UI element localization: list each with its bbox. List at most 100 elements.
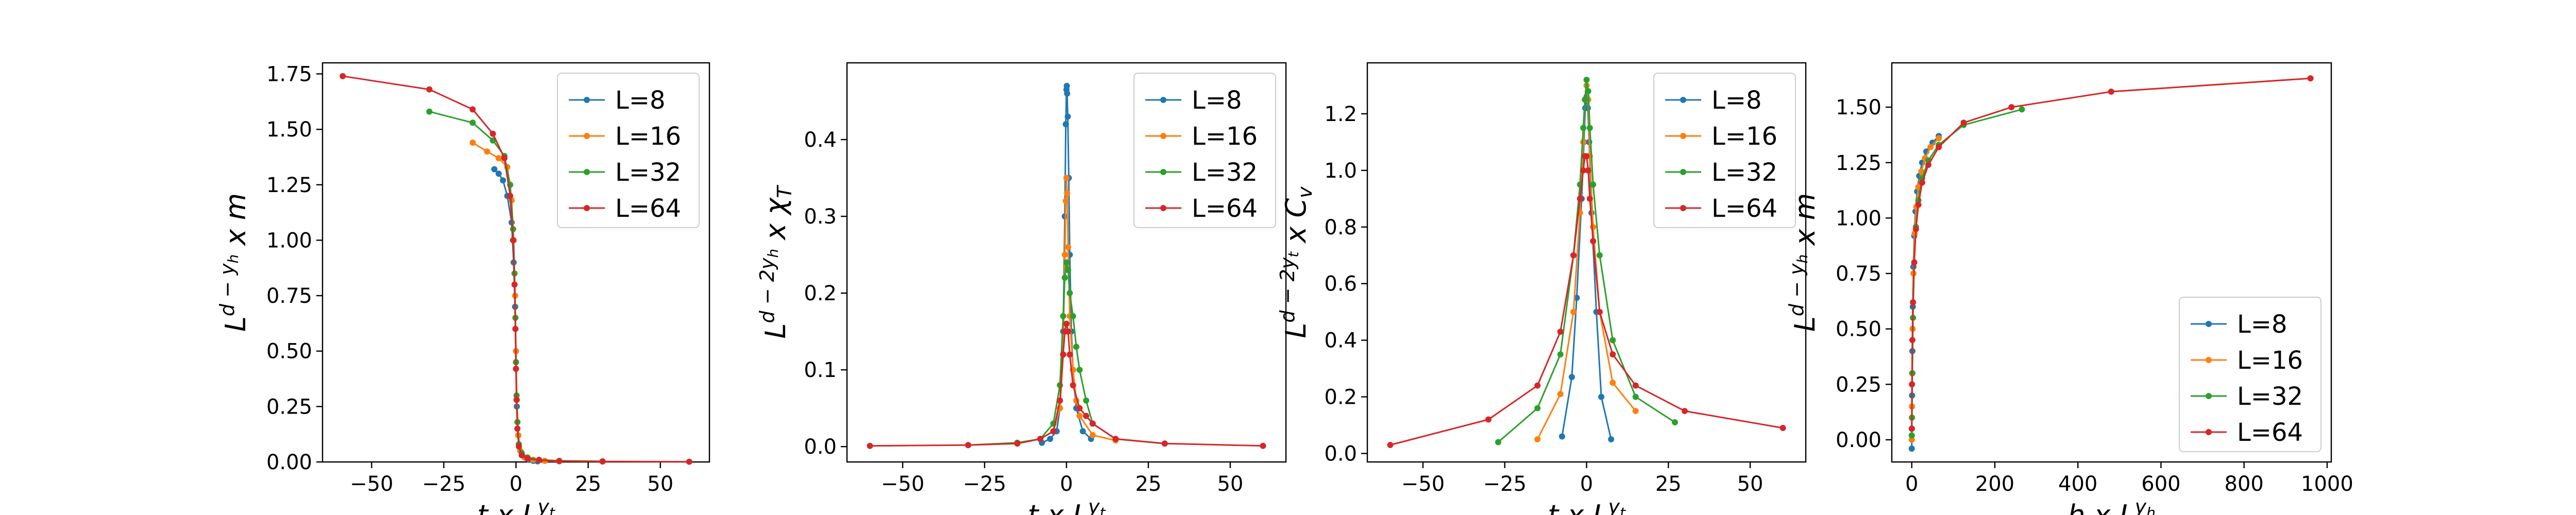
data-point: [1632, 408, 1639, 415]
x-tick-label: 400: [2058, 472, 2097, 496]
data-point: [524, 455, 531, 462]
legend-swatch-marker: [1160, 169, 1166, 175]
data-point: [1065, 267, 1072, 273]
y-tick-label: 0.4: [804, 128, 837, 152]
y-tick-label: 0.8: [1324, 216, 1357, 239]
data-point: [1609, 337, 1616, 344]
data-point: [1534, 405, 1541, 411]
data-point: [556, 458, 563, 465]
legend-swatch-marker: [1680, 169, 1686, 175]
data-point: [484, 148, 490, 155]
y-tick-label: 1.25: [1836, 151, 1882, 175]
y-axis-label-tail: x C: [1280, 198, 1312, 252]
data-point: [501, 155, 508, 162]
x-tick-label: 25: [575, 472, 601, 496]
data-point: [1050, 428, 1057, 435]
data-point: [1073, 344, 1080, 350]
legend-label: L=64: [1192, 194, 1258, 223]
y-tick-label: 1.50: [1836, 96, 1882, 119]
data-point: [1161, 440, 1168, 447]
data-point: [469, 119, 476, 126]
x-axis-label-main: h x L: [2067, 499, 2135, 515]
data-point: [1485, 416, 1492, 423]
data-point: [1387, 442, 1394, 449]
y-tick-label: 0.1: [804, 358, 837, 382]
y-axis-label-main: L: [1280, 323, 1312, 338]
y-axis-label-main: L: [1789, 316, 1821, 332]
data-point: [686, 458, 692, 465]
data-point: [2307, 75, 2314, 82]
y-axis-label: Ld − yh x m: [1785, 193, 1821, 332]
y-tick-label: 0.2: [1324, 386, 1357, 409]
legend-label: L=8: [1192, 86, 1242, 115]
y-axis-label: Ld − 2yh x χT: [756, 185, 796, 339]
data-point: [1911, 259, 1918, 266]
data-point: [1557, 329, 1564, 335]
data-point: [1066, 351, 1073, 358]
y-axis-label-tail: x χ: [759, 197, 792, 249]
axes-frame: [1891, 62, 2332, 463]
data-point: [2008, 104, 2015, 111]
y-axis-label-tail: x m: [219, 193, 252, 254]
y-tick-label: 0.25: [1836, 373, 1882, 397]
series-line-L=64: [870, 323, 1263, 447]
y-tick-label: 1.00: [1836, 207, 1882, 230]
data-point: [513, 397, 520, 403]
legend-swatch-marker: [1160, 97, 1166, 103]
data-point: [489, 130, 496, 137]
data-point: [1060, 351, 1066, 358]
x-axis-label-main: t x L: [1027, 499, 1088, 515]
data-point: [1558, 433, 1565, 440]
data-point: [495, 170, 502, 177]
series-line-L=16: [472, 142, 560, 462]
y-tick-label: 1.00: [266, 229, 312, 252]
x-tick-label: 0: [1905, 472, 1918, 496]
y-axis-label-tail-sub: T: [773, 185, 796, 198]
series-line-L=64: [1911, 77, 2311, 429]
data-point: [2108, 88, 2114, 95]
data-point: [1609, 380, 1616, 386]
y-axis-label-main: L: [759, 323, 792, 338]
legend-box: [2179, 297, 2321, 452]
x-tick-label: 50: [1217, 472, 1243, 496]
x-tick-label: 0: [510, 472, 522, 496]
data-point: [1936, 144, 1942, 150]
x-axis-label-exponent: y: [1608, 495, 1620, 515]
legend-swatch-marker: [584, 169, 590, 175]
x-axis-label-main: t x L: [1548, 499, 1608, 515]
y-axis-label-exponent: d − 2y: [1276, 257, 1299, 322]
data-point: [1960, 119, 1967, 126]
legend-label: L=16: [1711, 122, 1777, 151]
data-point: [518, 452, 525, 459]
y-tick-label: 0.50: [1836, 318, 1882, 341]
data-point: [1037, 436, 1044, 442]
series-line-L=32: [1498, 79, 1675, 443]
data-point: [1534, 436, 1541, 443]
data-point: [1057, 382, 1063, 388]
data-point: [1918, 168, 1925, 175]
legend-label: L=32: [1711, 158, 1777, 187]
data-point: [1632, 393, 1639, 400]
data-point: [495, 155, 502, 162]
x-tick-label: −50: [881, 472, 924, 496]
data-point: [1585, 88, 1591, 94]
data-point: [1063, 82, 1070, 89]
data-point: [599, 458, 606, 465]
data-point: [1063, 259, 1070, 266]
data-point: [426, 108, 433, 115]
x-axis-label-exponent-sub: t: [549, 504, 555, 515]
y-tick-label: 0.3: [804, 205, 837, 229]
y-axis-label: Ld − yh x m: [216, 193, 252, 332]
data-point: [1070, 313, 1076, 319]
y-tick-label: 0.0: [804, 435, 837, 459]
data-point: [1671, 419, 1678, 426]
x-axis-label-exponent: y: [537, 495, 550, 515]
data-point: [1076, 405, 1083, 411]
data-point: [1582, 96, 1588, 103]
y-tick-label: 0.4: [1324, 329, 1357, 353]
y-tick-label: 0.00: [266, 451, 312, 474]
legend-label: L=16: [615, 122, 681, 151]
data-point: [965, 442, 972, 449]
legend-label: L=16: [2237, 346, 2303, 375]
legend-swatch-marker: [2206, 357, 2212, 363]
